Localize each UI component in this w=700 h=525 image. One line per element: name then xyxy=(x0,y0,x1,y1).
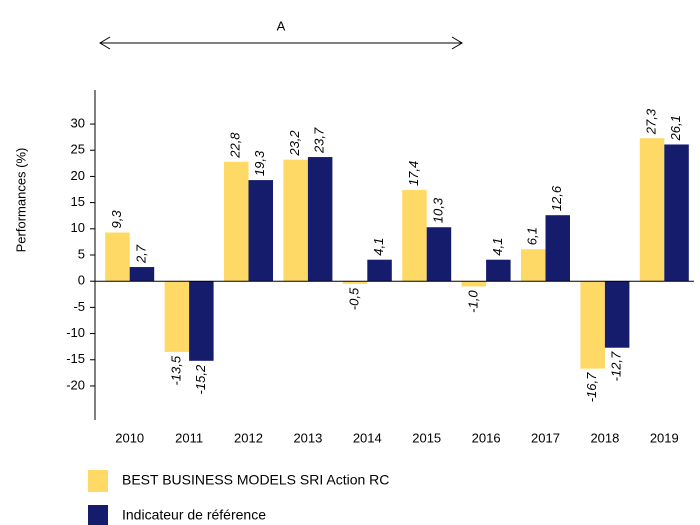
value-label: 10,3 xyxy=(430,197,445,223)
value-label: 6,1 xyxy=(525,227,540,245)
annotation: A xyxy=(277,18,286,33)
bar xyxy=(129,267,155,282)
value-label: 26,1 xyxy=(668,115,683,141)
y-tick-label: 25 xyxy=(71,142,85,157)
y-tick-label: -20 xyxy=(66,377,85,392)
legend-label: BEST BUSINESS MODELS SRI Action RC xyxy=(122,472,389,488)
value-label: 17,4 xyxy=(406,161,421,186)
x-tick-label: 2012 xyxy=(234,430,263,445)
value-label: -1,0 xyxy=(465,290,480,313)
value-label: -16,7 xyxy=(584,372,599,402)
x-tick-label: 2016 xyxy=(472,430,501,445)
bar xyxy=(248,180,273,282)
value-label: -12,7 xyxy=(609,351,624,381)
x-tick-label: 2018 xyxy=(590,430,619,445)
bar xyxy=(664,144,689,282)
y-tick-label: -5 xyxy=(73,299,85,314)
y-tick-label: 0 xyxy=(78,273,85,288)
bar xyxy=(164,281,190,352)
value-label: 23,7 xyxy=(312,127,327,154)
bar xyxy=(639,138,665,282)
y-tick-label: 15 xyxy=(71,194,85,209)
bar xyxy=(367,259,392,282)
value-label: -15,2 xyxy=(193,364,208,394)
x-tick-label: 2010 xyxy=(115,430,144,445)
bar xyxy=(105,232,130,282)
bar xyxy=(604,281,630,348)
x-tick-label: 2011 xyxy=(175,430,203,445)
bar xyxy=(189,281,214,361)
y-tick-label: -15 xyxy=(66,351,85,366)
bar xyxy=(426,227,452,282)
x-tick-label: 2019 xyxy=(650,430,679,445)
legend-swatch xyxy=(88,505,108,525)
bar xyxy=(283,159,308,282)
value-label: 2,7 xyxy=(133,244,148,264)
y-tick-label: -10 xyxy=(66,325,85,340)
value-label: 27,3 xyxy=(643,108,658,135)
y-tick-label: 5 xyxy=(78,246,85,261)
legend-swatch xyxy=(88,470,108,492)
y-tick-label: 10 xyxy=(71,220,85,235)
bar xyxy=(580,281,605,369)
bar xyxy=(521,249,546,282)
y-tick-label: 20 xyxy=(71,168,85,183)
bar xyxy=(342,281,368,284)
value-label: 22,8 xyxy=(228,132,243,159)
y-axis-label: Performances (%) xyxy=(13,148,28,253)
value-label: 4,1 xyxy=(490,238,505,256)
value-label: -13,5 xyxy=(168,355,183,385)
value-label: 19,3 xyxy=(252,150,267,176)
value-label: -0,5 xyxy=(346,287,361,310)
y-tick-label: 30 xyxy=(71,115,85,130)
bar xyxy=(307,157,333,282)
bar xyxy=(486,259,511,282)
x-tick-label: 2015 xyxy=(412,430,441,445)
bar xyxy=(402,190,427,282)
value-label: 4,1 xyxy=(371,238,386,256)
bar xyxy=(545,215,570,282)
x-tick-label: 2014 xyxy=(353,430,382,445)
bar xyxy=(461,281,487,287)
value-label: 23,2 xyxy=(287,130,302,157)
legend-label: Indicateur de référence xyxy=(122,507,266,523)
value-label: 9,3 xyxy=(109,210,124,229)
value-label: 12,6 xyxy=(549,185,564,211)
annotation-arrow xyxy=(99,36,463,50)
x-tick-label: 2017 xyxy=(531,430,560,445)
x-tick-label: 2013 xyxy=(293,430,322,445)
bar xyxy=(224,161,249,282)
